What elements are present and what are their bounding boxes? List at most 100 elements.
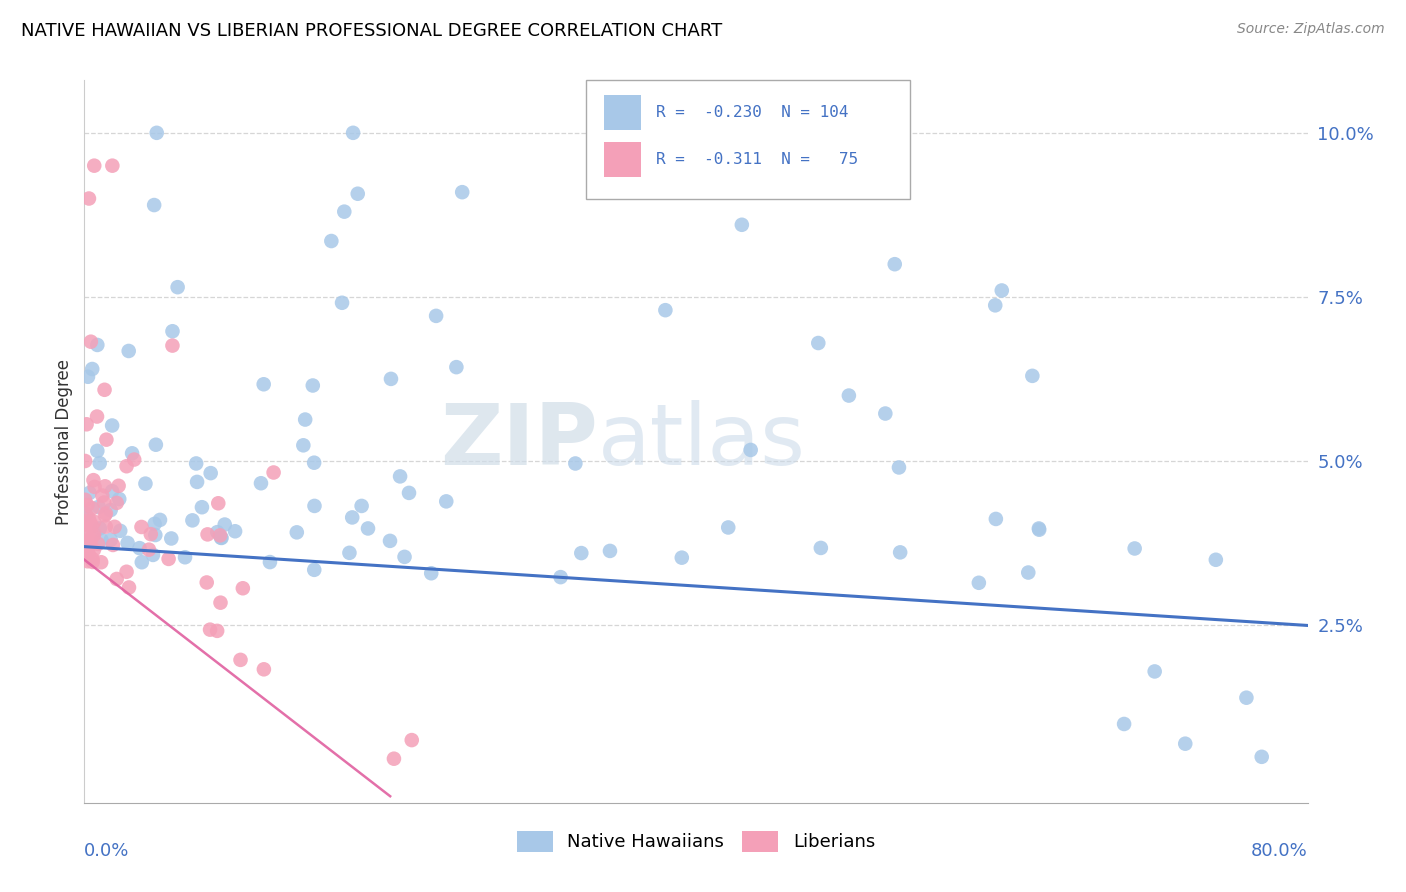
Point: [122, 452, 145, 467]
Point: [250, 476, 273, 491]
Point: [382, 752, 405, 766]
Point: [105, 572, 128, 586]
Point: [740, 442, 762, 457]
FancyBboxPatch shape: [586, 80, 910, 200]
Point: [205, 624, 228, 638]
Point: [294, 412, 316, 426]
Point: [77, 369, 100, 384]
Point: [889, 545, 911, 559]
Point: [75, 538, 97, 552]
Point: [875, 407, 897, 421]
Point: [420, 566, 443, 581]
Point: [75, 516, 97, 531]
Point: [253, 377, 276, 392]
Point: [93, 383, 115, 397]
Point: [1028, 523, 1050, 537]
Point: [90, 555, 112, 569]
Point: [191, 500, 214, 515]
Point: [1236, 690, 1258, 705]
Point: [357, 521, 380, 535]
Point: [200, 466, 222, 480]
Point: [131, 520, 153, 534]
Point: [321, 234, 343, 248]
Point: [285, 525, 308, 540]
Point: [87, 500, 110, 514]
Point: [94, 508, 117, 523]
FancyBboxPatch shape: [605, 143, 641, 178]
Point: [82, 552, 104, 566]
Y-axis label: Professional Degree: Professional Degree: [55, 359, 73, 524]
Point: [134, 476, 156, 491]
Point: [118, 343, 141, 358]
Point: [342, 126, 364, 140]
Point: [984, 512, 1007, 526]
Point: [304, 563, 326, 577]
Point: [378, 533, 401, 548]
Point: [143, 516, 166, 531]
Point: [79, 486, 101, 500]
Point: [86, 443, 108, 458]
Point: [984, 298, 1007, 312]
Point: [77, 547, 100, 561]
Point: [195, 575, 218, 590]
Point: [333, 204, 356, 219]
Point: [149, 513, 172, 527]
Point: [117, 536, 139, 550]
Point: [75, 543, 97, 558]
Point: [394, 549, 416, 564]
Point: [75, 546, 97, 560]
Point: [77, 519, 100, 533]
Point: [87, 537, 110, 551]
Point: [654, 303, 676, 318]
Point: [160, 532, 183, 546]
Point: [100, 503, 122, 517]
Point: [82, 528, 104, 542]
FancyBboxPatch shape: [605, 95, 641, 130]
Point: [1114, 717, 1136, 731]
Point: [76, 514, 98, 528]
Point: [145, 438, 167, 452]
Legend: Native Hawaiians, Liberians: Native Hawaiians, Liberians: [509, 823, 883, 859]
Point: [131, 555, 153, 569]
Point: [304, 499, 326, 513]
Text: 0.0%: 0.0%: [84, 842, 129, 860]
Point: [138, 542, 160, 557]
Point: [101, 538, 124, 552]
Point: [94, 479, 117, 493]
Point: [838, 388, 860, 402]
Point: [83, 480, 105, 494]
Point: [425, 309, 447, 323]
Point: [75, 546, 97, 560]
Point: [209, 531, 232, 545]
Point: [731, 218, 754, 232]
Point: [398, 486, 420, 500]
Point: [224, 524, 246, 539]
Point: [79, 516, 101, 530]
Point: [162, 338, 184, 352]
Point: [76, 417, 98, 432]
Point: [1250, 749, 1272, 764]
Point: [198, 623, 221, 637]
Text: Source: ZipAtlas.com: Source: ZipAtlas.com: [1237, 22, 1385, 37]
Point: [91, 489, 114, 503]
Point: [967, 575, 990, 590]
Point: [253, 662, 276, 676]
Point: [82, 501, 104, 516]
Point: [76, 539, 98, 553]
Point: [1205, 553, 1227, 567]
Point: [86, 338, 108, 352]
Point: [83, 159, 105, 173]
Point: [118, 581, 141, 595]
Text: atlas: atlas: [598, 400, 806, 483]
Point: [259, 555, 281, 569]
Point: [75, 454, 97, 468]
Point: [89, 521, 111, 535]
Point: [101, 484, 124, 499]
Point: [1028, 521, 1050, 535]
Point: [75, 533, 97, 548]
Point: [93, 495, 115, 509]
Point: [755, 126, 778, 140]
Point: [174, 550, 197, 565]
Point: [82, 362, 104, 376]
Point: [1174, 737, 1197, 751]
